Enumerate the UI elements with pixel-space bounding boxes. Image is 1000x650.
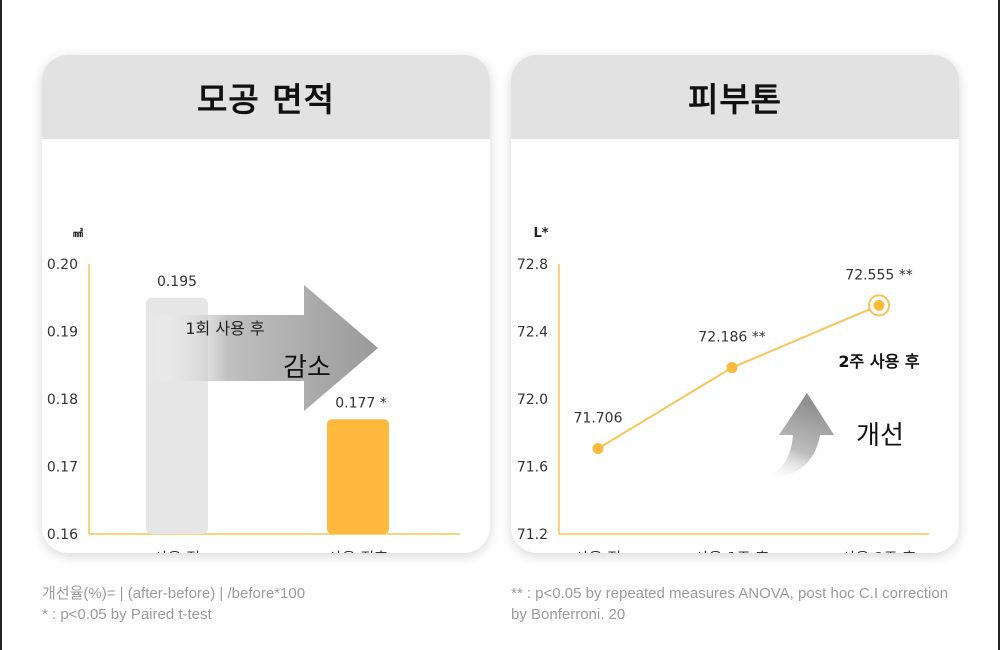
y-unit-label: L* bbox=[533, 226, 548, 241]
y-tick-label: 0.16 bbox=[47, 527, 78, 543]
annotation-two-weeks: 2주 사용 후 bbox=[838, 352, 919, 371]
data-point bbox=[873, 299, 885, 311]
pore-area-chart: ㎟ 0.20 0.19 0.18 0.17 0.16 0.195 사용 전 0.177 * 사용 … bbox=[47, 227, 460, 553]
data-point bbox=[726, 362, 738, 374]
skin-tone-card-header: 피부톤 bbox=[511, 55, 959, 139]
skin-tone-card: 피부톤 L* 72.8 72.4 72.0 71.6 71.2 71.706 사용 전 72.1… bbox=[511, 55, 959, 553]
series-line bbox=[597, 304, 880, 450]
footnote-right: ** : p<0.05 by repeated measures ANOVA, … bbox=[511, 583, 966, 625]
skin-tone-title: 피부톤 bbox=[687, 80, 783, 119]
point-value-label: 72.186 ** bbox=[698, 330, 765, 346]
frame-line-left bbox=[0, 0, 2, 650]
footnote-left: 개선율(%)= | (after-before) | /before*100 *… bbox=[42, 583, 482, 625]
pore-area-card-header: 모공 면적 bbox=[42, 55, 490, 139]
pore-area-title: 모공 면적 bbox=[197, 80, 335, 119]
x-category-label: 사용 직후 bbox=[328, 549, 388, 553]
point-value-label: 72.555 ** bbox=[845, 267, 912, 283]
skin-tone-chart: L* 72.8 72.4 72.0 71.6 71.2 71.706 사용 전 72.186 *… bbox=[517, 226, 929, 553]
y-tick-label: 71.2 bbox=[517, 527, 548, 543]
arrow-text-decrease: 감소 bbox=[283, 353, 331, 383]
x-category-label: 사용 전 bbox=[575, 549, 621, 553]
footnote-bonferroni: by Bonferroni. 20 bbox=[511, 606, 626, 623]
y-unit-label: ㎟ bbox=[73, 227, 83, 240]
y-tick-label: 0.17 bbox=[47, 460, 78, 476]
footnote-improvement-rate: 개선율(%)= | (after-before) | /before*100 bbox=[42, 585, 306, 602]
y-tick-label: 71.6 bbox=[517, 460, 548, 476]
bar-value-label: 0.177 * bbox=[335, 395, 387, 411]
footnote-paired-ttest: * : p<0.05 by Paired t-test bbox=[42, 606, 212, 623]
y-tick-label: 0.18 bbox=[47, 392, 78, 408]
bar-value-label: 0.195 bbox=[157, 274, 197, 290]
frame-line-right bbox=[998, 0, 1000, 650]
data-point bbox=[592, 443, 604, 455]
footnote-anova: ** : p<0.05 by repeated measures ANOVA, … bbox=[511, 585, 949, 602]
x-category-label: 사용 2주 후 bbox=[842, 549, 916, 553]
point-value-label: 71.706 bbox=[574, 411, 623, 427]
y-tick-label: 72.8 bbox=[517, 257, 548, 273]
y-tick-label: 72.4 bbox=[517, 325, 548, 341]
x-category-label: 사용 전 bbox=[154, 549, 200, 553]
y-tick-label: 72.0 bbox=[517, 392, 548, 408]
x-category-label: 사용 1주 후 bbox=[695, 549, 769, 553]
improve-arrow bbox=[759, 393, 834, 479]
y-tick-label: 0.19 bbox=[47, 325, 78, 341]
annotation-improve: 개선 bbox=[856, 421, 904, 451]
pore-area-card: 모공 면적 ㎟ 0.20 0.19 0.18 0.17 0.16 0.195 사용 전 0.17… bbox=[42, 55, 490, 553]
arrow-text-once-used: 1회 사용 후 bbox=[185, 319, 264, 338]
decrease-arrow bbox=[148, 285, 378, 411]
bar-1 bbox=[327, 419, 389, 534]
y-tick-label: 0.20 bbox=[47, 257, 78, 273]
